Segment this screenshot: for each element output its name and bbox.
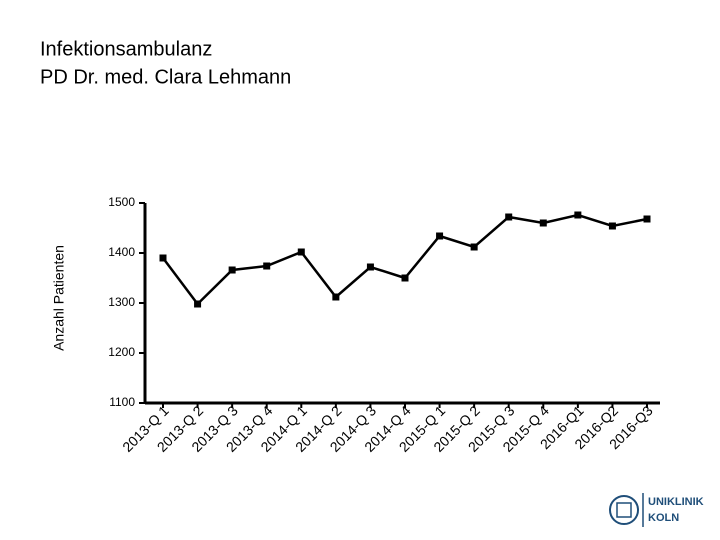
y-tick-label: 1400 [108,245,135,259]
point [470,243,478,251]
point [366,263,374,271]
point [505,213,513,221]
point [401,274,409,282]
logo-text: UNIKLINIK [648,496,704,508]
point [539,219,547,227]
y-axis-label: Anzahl Patienten [51,245,67,351]
y-tick-label: 1500 [108,195,135,209]
y-tick-label: 1200 [108,345,135,359]
y-tick-label: 1100 [109,395,135,409]
logo-text: KOLN [648,512,679,524]
point [194,300,202,308]
logo: UNIKLINIK KOLN [609,493,704,527]
point [332,293,340,301]
point [574,211,582,219]
line [162,213,648,306]
logo-emblem [609,495,639,525]
point [643,215,651,223]
title-line: Infektionsambulanz [40,38,212,60]
point [228,266,236,274]
point [297,248,305,256]
point [263,262,271,270]
title-line: PD Dr. med. Clara Lehmann [40,66,291,88]
point [608,222,616,230]
point [159,254,167,262]
y-tick-label: 1300 [108,295,135,309]
logo-emblem [616,502,632,518]
point [436,232,444,240]
